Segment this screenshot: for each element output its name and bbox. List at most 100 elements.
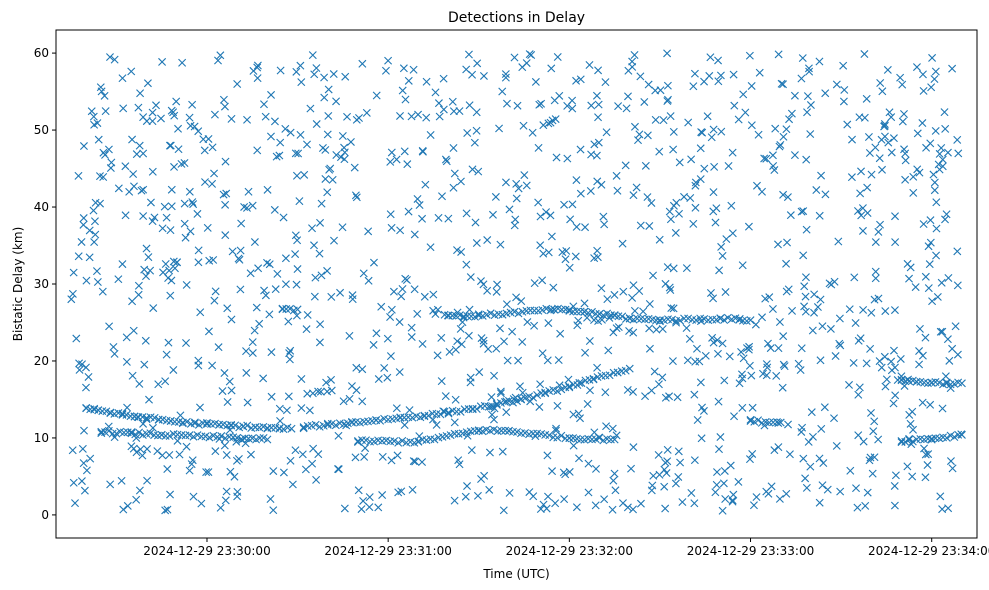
data-point — [141, 336, 150, 345]
data-point — [706, 53, 715, 62]
data-point — [928, 53, 937, 62]
data-point — [278, 304, 287, 313]
data-point — [780, 362, 789, 371]
data-point — [580, 307, 589, 316]
data-point — [129, 326, 138, 335]
data-point — [863, 183, 872, 192]
data-point — [434, 99, 443, 108]
data-point — [741, 108, 750, 117]
data-point — [154, 415, 163, 424]
data-point — [332, 151, 341, 159]
data-point — [272, 152, 281, 161]
data-point — [173, 436, 182, 445]
data-point — [347, 418, 356, 427]
data-point — [139, 185, 148, 194]
data-point — [221, 200, 230, 209]
data-point — [881, 382, 890, 391]
data-point — [645, 300, 654, 308]
data-point — [314, 450, 323, 459]
data-point — [243, 398, 252, 407]
data-point — [166, 226, 175, 235]
data-point — [359, 496, 368, 505]
data-point — [725, 352, 734, 361]
data-point — [665, 392, 674, 401]
data-point — [663, 49, 672, 58]
data-point — [327, 386, 336, 395]
data-point — [174, 124, 183, 133]
data-point — [210, 110, 219, 119]
data-point — [127, 67, 136, 76]
data-point — [698, 128, 707, 137]
y-tick-label: 60 — [34, 46, 49, 60]
data-point — [269, 467, 278, 476]
data-point — [284, 317, 293, 326]
data-point — [744, 222, 753, 231]
data-point — [136, 89, 145, 98]
data-point — [887, 366, 896, 375]
data-point — [711, 218, 720, 227]
data-point — [353, 437, 362, 446]
data-point — [74, 252, 83, 261]
data-point — [942, 378, 951, 387]
data-point — [782, 489, 791, 498]
data-point — [632, 183, 641, 192]
data-point — [453, 246, 462, 255]
data-point — [859, 305, 868, 314]
data-point — [110, 349, 119, 358]
data-point — [672, 318, 681, 327]
data-point — [715, 266, 724, 275]
data-point — [194, 258, 203, 267]
data-point — [374, 503, 383, 512]
data-point — [459, 312, 468, 321]
data-point — [584, 459, 593, 468]
data-point — [720, 466, 729, 475]
x-axis-title: Time (UTC) — [482, 567, 549, 581]
data-point — [921, 272, 930, 281]
data-point — [748, 449, 757, 458]
data-point — [445, 347, 454, 356]
data-point — [708, 333, 717, 342]
data-point — [331, 421, 340, 430]
data-point — [535, 402, 544, 411]
data-point — [745, 51, 754, 60]
data-point — [281, 280, 290, 289]
data-point — [75, 359, 84, 368]
x-tick-label: 2024-12-29 23:30:00 — [143, 544, 270, 558]
data-point — [901, 156, 910, 165]
data-point — [127, 442, 136, 451]
data-point — [240, 434, 249, 443]
data-point — [418, 339, 427, 348]
data-point — [713, 468, 721, 477]
data-point — [270, 205, 279, 214]
data-point — [165, 266, 174, 275]
data-point — [223, 398, 232, 406]
data-point — [510, 307, 519, 316]
data-point — [654, 380, 663, 389]
data-point — [281, 254, 290, 263]
data-point — [580, 299, 589, 308]
data-point — [444, 311, 453, 320]
data-point — [905, 274, 914, 283]
data-point — [707, 133, 716, 142]
data-point — [303, 140, 311, 149]
data-point — [200, 146, 209, 155]
data-point — [140, 265, 149, 274]
data-point — [112, 429, 121, 438]
data-point — [554, 356, 563, 365]
data-point — [840, 85, 849, 94]
data-point — [500, 337, 509, 346]
data-point — [105, 322, 114, 331]
data-point — [210, 296, 219, 305]
data-point — [661, 279, 670, 288]
data-point — [922, 143, 931, 152]
data-point — [593, 246, 602, 255]
data-point — [618, 239, 627, 248]
chart-title: Detections in Delay — [448, 10, 585, 26]
data-point — [383, 373, 392, 382]
data-point — [514, 309, 523, 318]
data-point — [473, 491, 482, 500]
data-point — [687, 155, 696, 164]
data-point — [663, 81, 672, 90]
data-point — [953, 350, 962, 359]
data-point — [420, 292, 429, 301]
